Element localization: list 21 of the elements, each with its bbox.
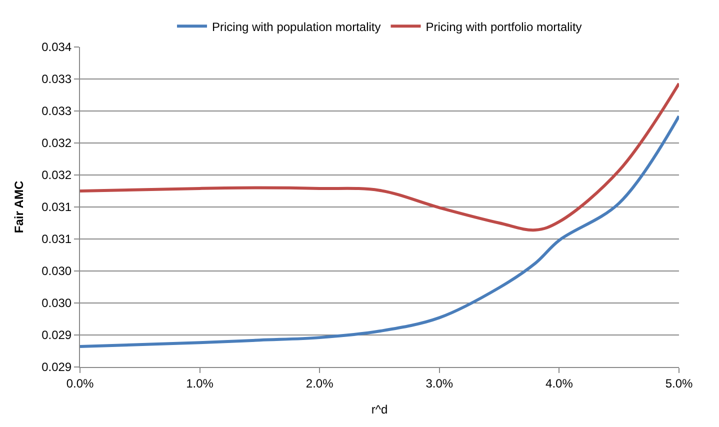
x-tick-label: 1.0% (186, 376, 214, 390)
x-tick-label: 4.0% (546, 376, 574, 390)
x-tick-label: 3.0% (426, 376, 454, 390)
x-axis-title: r^d (371, 402, 388, 416)
y-tick-label: 0.034 (42, 40, 72, 54)
y-tick-label: 0.031 (42, 200, 72, 214)
x-tick-label: 5.0% (665, 376, 693, 390)
y-tick-label: 0.032 (42, 168, 72, 182)
y-tick-label: 0.029 (42, 360, 72, 374)
legend-label: Pricing with portfolio mortality (426, 20, 582, 34)
y-tick-label: 0.032 (42, 136, 72, 150)
y-tick-label: 0.033 (42, 104, 72, 118)
y-tick-label: 0.033 (42, 72, 72, 86)
y-tick-label: 0.030 (42, 264, 72, 278)
y-tick-label: 0.031 (42, 232, 72, 246)
y-axis-title: Fair AMC (12, 180, 26, 234)
legend-label: Pricing with population mortality (212, 20, 381, 34)
x-tick-label: 2.0% (306, 376, 334, 390)
x-tick-label: 0.0% (66, 376, 94, 390)
y-tick-label: 0.030 (42, 296, 72, 310)
y-tick-label: 0.029 (42, 328, 72, 342)
